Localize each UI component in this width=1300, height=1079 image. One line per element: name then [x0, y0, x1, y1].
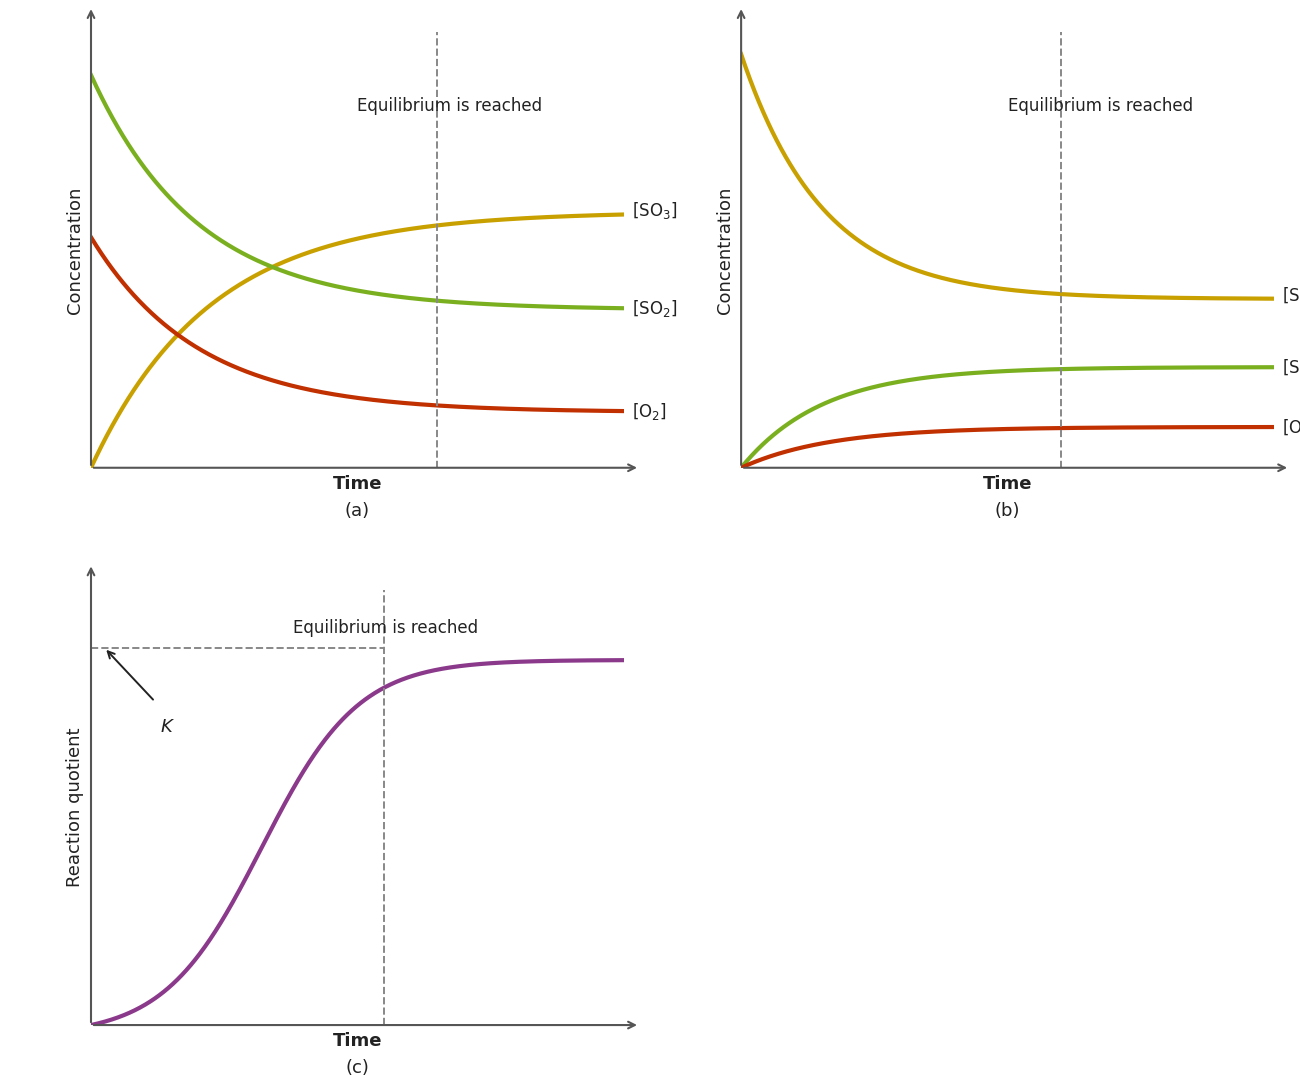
Text: [SO$_3$]: [SO$_3$]	[632, 200, 677, 221]
X-axis label: Time: Time	[333, 1032, 382, 1050]
Y-axis label: Concentration: Concentration	[716, 187, 734, 314]
Text: K: K	[160, 719, 172, 736]
Text: (b): (b)	[994, 502, 1020, 520]
Text: [SO$_3$]: [SO$_3$]	[1282, 286, 1300, 306]
X-axis label: Time: Time	[983, 475, 1032, 493]
Y-axis label: Concentration: Concentration	[66, 187, 84, 314]
Text: Equilibrium is reached: Equilibrium is reached	[358, 97, 542, 114]
Text: Equilibrium is reached: Equilibrium is reached	[294, 619, 478, 638]
Y-axis label: Reaction quotient: Reaction quotient	[66, 727, 84, 887]
Text: [SO$_2$]: [SO$_2$]	[632, 298, 677, 318]
Text: Equilibrium is reached: Equilibrium is reached	[1008, 97, 1192, 114]
Text: [O$_2$]: [O$_2$]	[1282, 416, 1300, 438]
Text: [O$_2$]: [O$_2$]	[632, 400, 667, 422]
Text: [SO$_2$]: [SO$_2$]	[1282, 357, 1300, 378]
Text: (c): (c)	[346, 1058, 369, 1077]
X-axis label: Time: Time	[333, 475, 382, 493]
Text: (a): (a)	[344, 502, 370, 520]
